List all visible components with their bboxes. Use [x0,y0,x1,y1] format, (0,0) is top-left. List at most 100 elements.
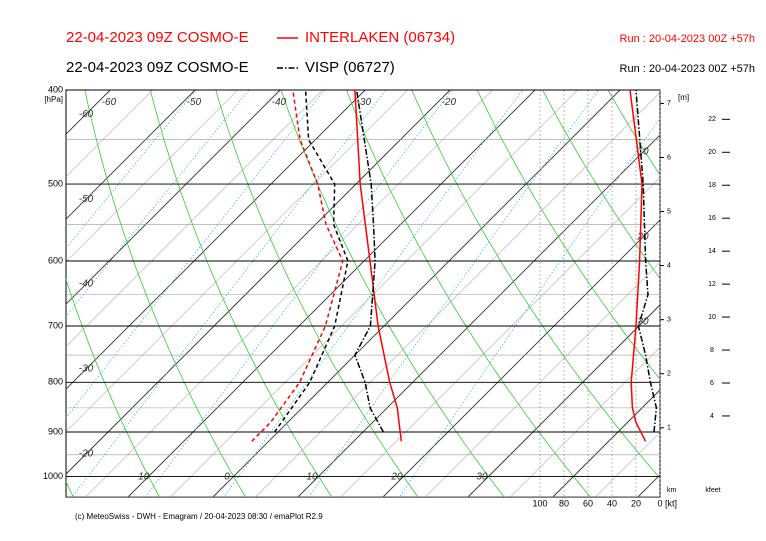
height-km-label: km [667,487,677,494]
isotherm [340,177,660,497]
isotherm [66,90,153,177]
kfeet-tick-label: 10 [708,314,716,321]
mixing-ratio-line [223,90,524,497]
dry-adiabat [84,90,247,497]
kfeet-tick-label: 14 [708,248,716,255]
y-tick-label: 900 [48,426,63,436]
wind-speed-line [629,89,647,442]
wind-tick-label: 40 [607,498,617,508]
station-name: VISP (06727) [305,59,395,76]
height-tick-label: 1 [667,425,671,432]
dry-adiabat [66,278,160,497]
run-info: Run : 20-04-2023 00Z +57h [620,33,755,45]
background-lines [0,68,766,501]
isotherm [382,219,660,497]
kfeet-tick-label: 12 [708,281,716,288]
height-label: [m] [678,93,689,102]
wind-unit: [kt] [665,498,677,508]
wind-speed-line [635,89,658,433]
isotherm [66,90,366,390]
isotherm [425,262,660,497]
y-tick-label: 500 [48,178,63,188]
height-tick-label: 2 [667,371,671,378]
kfeet-tick-label: 18 [708,182,716,189]
isotherm [297,134,660,497]
y-tick-label: 400 [48,84,63,94]
wind-tick-label: 20 [631,498,641,508]
isotherm-label: -20 [79,449,94,460]
dry-adiabat [280,90,505,497]
isotherm-label: -30 [79,364,94,375]
isotherm [66,90,196,220]
isotherm [510,347,660,497]
y-tick-label: 700 [48,320,63,330]
run-info: Run : 20-04-2023 00Z +57h [620,63,755,75]
isotherm [85,90,493,497]
dry-adiabat [542,90,660,280]
isotherm-label: -60 [79,109,94,120]
isotherm [66,90,323,347]
kfeet-tick-label: 8 [710,347,714,354]
kfeet-tick-label: 16 [708,215,716,222]
height-tick-label: 6 [667,154,671,161]
dry-adiabat [215,90,419,497]
height-tick-label: 3 [667,317,671,324]
isotherm-label: -50 [79,194,94,205]
dewpoint-line [273,89,349,433]
height-tick-label: 7 [667,100,671,107]
mixing-ratio-line [66,90,325,419]
dewpoint-line [251,89,344,442]
isotherm-label: 20 [390,472,403,483]
right-label: 20 [636,232,649,243]
wind-tick-label: 80 [559,498,569,508]
station-name: INTERLAKEN (06734) [305,29,455,46]
y-tick-label: 600 [48,255,63,265]
isotherm-label: 0 [224,472,230,483]
temperature-line [354,89,403,442]
y-tick-label: 800 [48,377,63,387]
isotherm-label: -40 [79,279,94,290]
wind-tick-label: 0 [657,498,662,508]
isotherm [66,90,451,475]
isotherm [66,90,281,305]
dry-adiabat [149,90,333,497]
y-axis-label: [hPa] [44,95,63,104]
isotherm-label: -50 [187,97,202,108]
wind-tick-label: 60 [583,498,593,508]
kfeet-tick-label: 22 [708,116,716,123]
plot-frame [65,89,661,498]
isotherm [212,90,621,497]
height-tick-label: 5 [667,208,671,215]
height-kfeet-label: kfeet [705,487,720,494]
isotherm [680,90,766,497]
isotherm-label: -10 [135,472,150,483]
mixing-ratio-line [308,90,600,497]
temperature-line [354,89,385,433]
isotherm [552,389,660,497]
wind-tick-label: 100 [532,498,547,508]
footer: (c) MeteoSwiss - DWH - Emagram / 20-04-2… [75,512,323,521]
dry-adiabat [725,68,766,501]
y-tick-label: 1000 [43,471,63,481]
isotherm [467,304,660,497]
kfeet-tick-label: 20 [708,149,716,156]
model-title: 22-04-2023 09Z COSMO-E [66,59,249,76]
kfeet-tick-label: 4 [710,413,714,420]
right-label: 10 [637,147,649,158]
kfeet-tick-label: 6 [710,380,714,387]
dry-adiabat [66,480,74,497]
dry-adiabat [411,90,660,479]
isotherm-label: -30 [357,97,372,108]
isotherm-label: 30 [476,472,488,483]
isotherm-label: 10 [306,472,318,483]
isotherm [255,92,660,497]
dry-adiabat [346,90,591,497]
model-title: 22-04-2023 09Z COSMO-E [66,29,249,46]
isotherm [723,90,766,497]
height-tick-label: 4 [667,262,671,269]
isotherm [0,90,25,497]
isotherm-label: -20 [442,97,457,108]
isotherm-label: -60 [102,97,117,108]
right-label: 30 [637,317,649,328]
